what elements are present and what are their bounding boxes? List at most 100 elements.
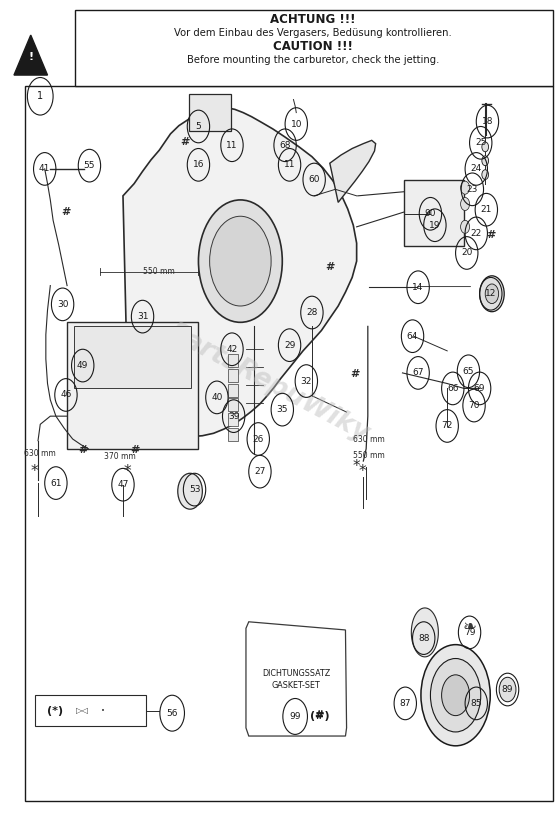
Circle shape xyxy=(485,284,499,304)
Text: GASKET-SET: GASKET-SET xyxy=(272,681,321,690)
FancyBboxPatch shape xyxy=(35,695,146,726)
Text: 25: 25 xyxy=(475,138,486,148)
Text: 23: 23 xyxy=(467,184,478,194)
Text: #: # xyxy=(486,230,495,240)
Text: 70: 70 xyxy=(468,401,480,410)
Text: 79: 79 xyxy=(464,628,475,637)
Circle shape xyxy=(499,677,516,702)
Text: #: # xyxy=(131,446,140,455)
Text: *: * xyxy=(353,459,361,474)
Text: 550 mm: 550 mm xyxy=(353,450,385,460)
Text: 68: 68 xyxy=(280,140,291,150)
Text: ❧: ❧ xyxy=(463,618,476,636)
Text: 61: 61 xyxy=(50,478,61,488)
Text: 87: 87 xyxy=(400,698,411,708)
FancyBboxPatch shape xyxy=(228,354,238,367)
Polygon shape xyxy=(411,608,438,657)
Polygon shape xyxy=(123,108,357,437)
Text: 22: 22 xyxy=(471,228,482,238)
Text: *: * xyxy=(358,464,366,479)
Text: 21: 21 xyxy=(481,205,492,215)
Polygon shape xyxy=(14,35,48,75)
Text: 66: 66 xyxy=(447,384,458,393)
Text: 11: 11 xyxy=(284,160,295,170)
Text: 72: 72 xyxy=(442,421,453,431)
FancyBboxPatch shape xyxy=(228,428,238,441)
Text: 53: 53 xyxy=(189,485,200,494)
Text: ACHTUNG !!!: ACHTUNG !!! xyxy=(271,13,356,26)
Circle shape xyxy=(442,675,470,716)
Text: 47: 47 xyxy=(117,480,129,490)
Circle shape xyxy=(430,659,481,732)
FancyBboxPatch shape xyxy=(228,398,238,411)
Text: (*): (*) xyxy=(47,706,63,716)
Circle shape xyxy=(198,200,282,322)
Text: #: # xyxy=(314,710,323,720)
Text: 5: 5 xyxy=(196,122,201,131)
Text: *: * xyxy=(124,464,131,479)
Text: 99: 99 xyxy=(290,712,301,721)
Circle shape xyxy=(421,645,490,746)
Text: 26: 26 xyxy=(253,434,264,444)
Text: DICHTUNGSSATZ: DICHTUNGSSATZ xyxy=(262,668,330,678)
Text: #: # xyxy=(78,446,87,455)
Circle shape xyxy=(482,142,489,152)
Circle shape xyxy=(482,170,489,180)
Text: 60: 60 xyxy=(309,175,320,184)
Text: 11: 11 xyxy=(226,140,238,150)
Text: 69: 69 xyxy=(474,384,485,393)
Circle shape xyxy=(482,156,489,166)
Text: 90: 90 xyxy=(425,209,436,219)
Text: 1: 1 xyxy=(37,91,43,101)
Text: 27: 27 xyxy=(254,467,266,477)
FancyBboxPatch shape xyxy=(75,10,553,86)
Polygon shape xyxy=(246,622,347,736)
Text: 65: 65 xyxy=(463,366,474,376)
Text: 14: 14 xyxy=(413,282,424,292)
Text: 32: 32 xyxy=(301,376,312,386)
Text: 56: 56 xyxy=(167,708,178,718)
Text: 16: 16 xyxy=(193,160,204,170)
FancyBboxPatch shape xyxy=(404,180,464,246)
Text: 64: 64 xyxy=(407,331,418,341)
Circle shape xyxy=(461,181,470,194)
Text: 35: 35 xyxy=(277,405,288,415)
FancyBboxPatch shape xyxy=(67,322,198,449)
Text: 630 mm: 630 mm xyxy=(25,449,56,459)
Text: Vor dem Einbau des Vergasers, Bedüsung kontrollieren.: Vor dem Einbau des Vergasers, Bedüsung k… xyxy=(174,29,452,38)
Circle shape xyxy=(480,276,504,312)
Text: 67: 67 xyxy=(413,368,424,378)
Circle shape xyxy=(210,216,271,306)
Circle shape xyxy=(178,473,202,509)
FancyBboxPatch shape xyxy=(228,384,238,397)
Text: Before mounting the carburetor, check the jetting.: Before mounting the carburetor, check th… xyxy=(187,55,439,65)
Text: 19: 19 xyxy=(429,220,440,230)
FancyBboxPatch shape xyxy=(228,413,238,426)
Text: 30: 30 xyxy=(57,299,68,309)
Text: #: # xyxy=(325,262,334,272)
Text: !: ! xyxy=(28,52,34,62)
Text: 630 mm: 630 mm xyxy=(353,434,385,444)
Text: 39: 39 xyxy=(228,411,239,421)
Text: PartsRepuWiky: PartsRepuWiky xyxy=(163,319,373,448)
FancyBboxPatch shape xyxy=(74,326,191,388)
Circle shape xyxy=(461,220,470,233)
Text: ▷◁: ▷◁ xyxy=(76,706,89,716)
Text: 46: 46 xyxy=(60,390,72,400)
FancyBboxPatch shape xyxy=(228,369,238,382)
Text: CAUTION !!!: CAUTION !!! xyxy=(273,40,353,53)
Text: 20: 20 xyxy=(461,248,472,258)
Text: 550 mm: 550 mm xyxy=(144,267,175,277)
Text: #: # xyxy=(350,369,359,379)
Text: 24: 24 xyxy=(471,164,482,174)
Text: 85: 85 xyxy=(471,698,482,708)
Text: (#): (#) xyxy=(310,712,330,721)
Text: 55: 55 xyxy=(84,161,95,171)
Text: •: • xyxy=(101,707,106,714)
Circle shape xyxy=(461,197,470,211)
Text: #: # xyxy=(180,137,189,147)
Text: 29: 29 xyxy=(284,340,295,350)
Text: *: * xyxy=(31,464,39,479)
FancyBboxPatch shape xyxy=(189,94,231,131)
Text: 31: 31 xyxy=(137,312,148,322)
